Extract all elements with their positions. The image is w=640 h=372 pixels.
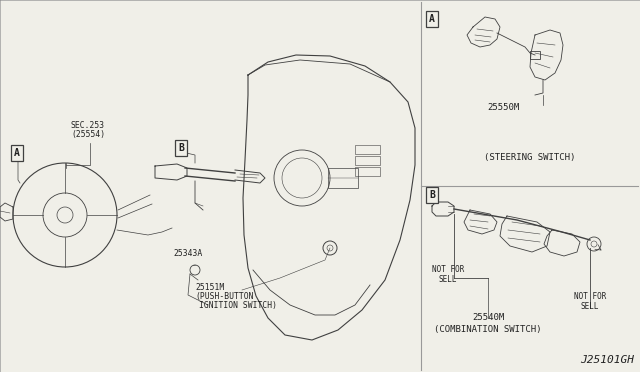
Text: A: A <box>14 148 20 158</box>
Bar <box>530 51 540 59</box>
Bar <box>355 156 380 165</box>
Text: NOT FOR
SELL: NOT FOR SELL <box>574 292 606 311</box>
Text: (STEERING SWITCH): (STEERING SWITCH) <box>484 153 576 162</box>
Bar <box>355 145 380 154</box>
Text: J25101GH: J25101GH <box>580 355 634 365</box>
Text: 25343A: 25343A <box>173 249 202 258</box>
Bar <box>328 168 358 188</box>
Text: NOT FOR
SELL: NOT FOR SELL <box>432 265 464 285</box>
Text: (COMBINATION SWITCH): (COMBINATION SWITCH) <box>435 325 541 334</box>
Text: SEC.253: SEC.253 <box>71 121 105 130</box>
Text: IGNITION SWITCH): IGNITION SWITCH) <box>199 301 277 310</box>
Text: 25550M: 25550M <box>487 103 519 112</box>
Text: A: A <box>429 14 435 24</box>
Text: B: B <box>178 143 184 153</box>
Text: B: B <box>429 190 435 200</box>
Bar <box>355 167 380 176</box>
Text: (25554): (25554) <box>71 130 105 139</box>
Text: 25540M: 25540M <box>472 313 504 322</box>
Text: (PUSH-BUTTON: (PUSH-BUTTON <box>195 292 253 301</box>
Text: 25151M: 25151M <box>195 283 224 292</box>
